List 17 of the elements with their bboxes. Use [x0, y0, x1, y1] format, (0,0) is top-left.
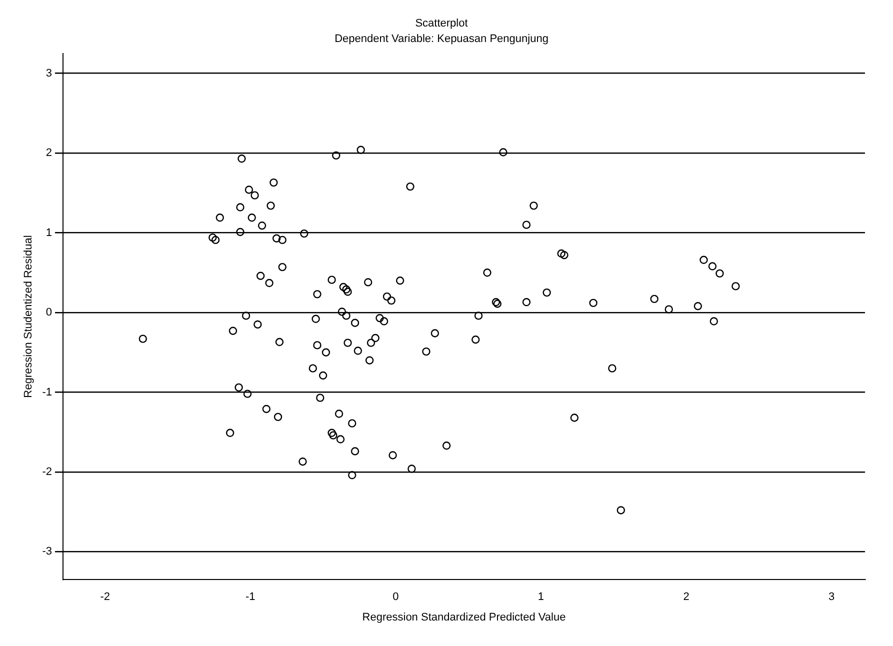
y-tick-label: -3	[42, 546, 52, 558]
y-tick-label: -1	[42, 386, 52, 398]
y-tick-label: 2	[46, 147, 52, 160]
y-tick-label: 1	[46, 226, 52, 239]
x-axis-title: Regression Standardized Predicted Value	[362, 611, 566, 624]
y-tick-label: 3	[46, 67, 52, 80]
y-tick-label: 0	[46, 306, 52, 319]
y-axis-title: Regression Studentized Residual	[22, 235, 35, 398]
y-tick-label: -2	[42, 466, 52, 478]
x-tick-label: 2	[683, 591, 690, 604]
chart-title: Scatterplot	[415, 18, 468, 30]
x-tick-label: 1	[538, 591, 544, 604]
x-tick-label: 0	[392, 591, 399, 604]
chart-subtitle: Dependent Variable: Kepuasan Pengunjung	[334, 32, 548, 45]
x-tick-label: -2	[100, 591, 110, 604]
x-tick-label: 3	[828, 591, 835, 604]
x-tick-label: -1	[246, 591, 256, 604]
